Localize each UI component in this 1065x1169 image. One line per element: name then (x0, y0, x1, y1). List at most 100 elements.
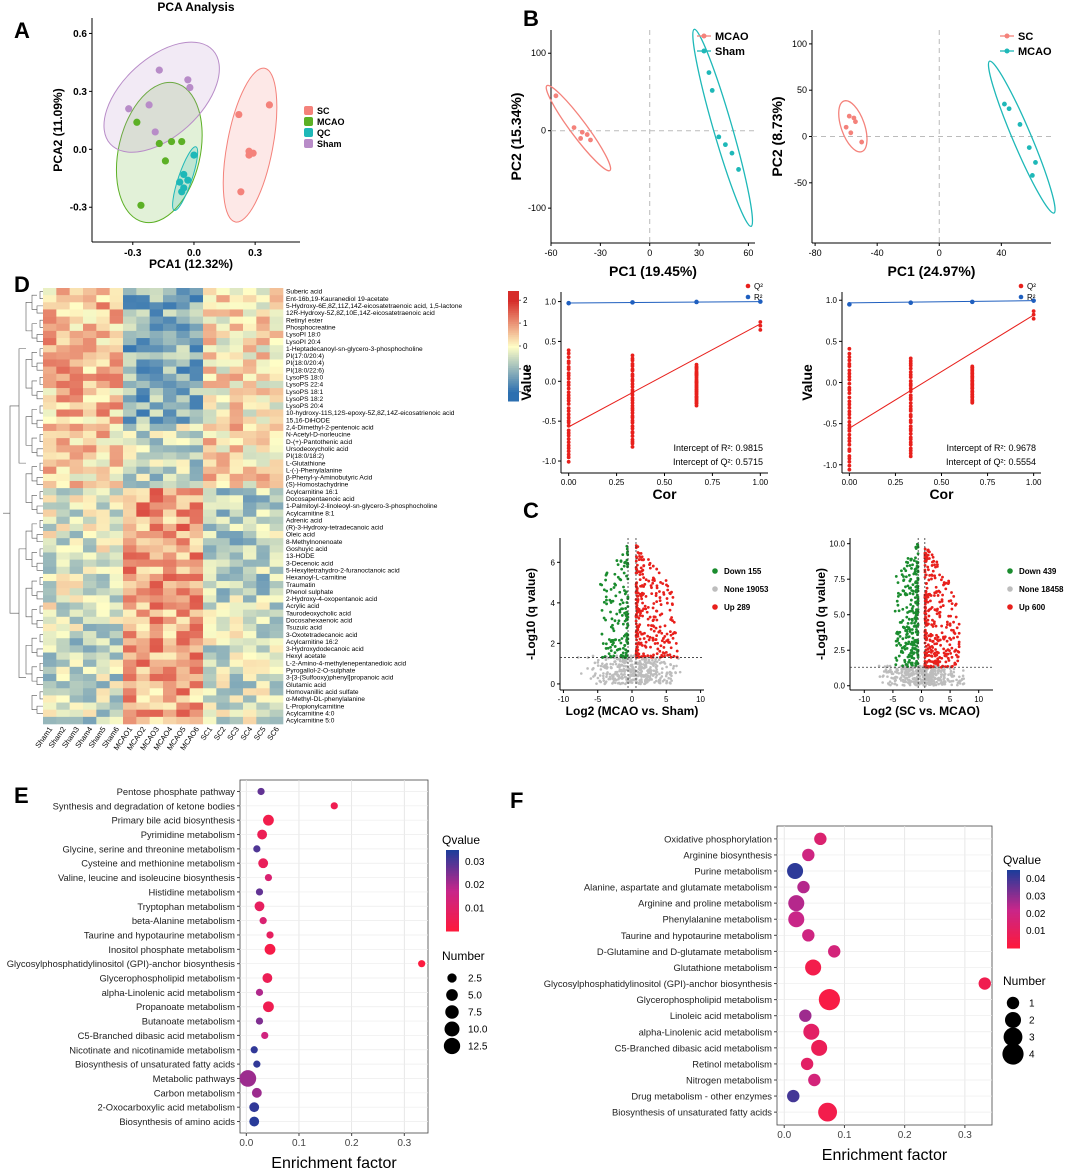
heatmap-cell (149, 302, 164, 310)
heatmap-cell (189, 516, 204, 525)
kegg-mcao-sham-pathway-label: Pyrimidine metabolism (141, 829, 235, 840)
volcano-sc-mcao-up-point (930, 577, 933, 581)
heatmap-cell (83, 559, 97, 568)
volcano-sc-mcao-none-point (951, 679, 955, 683)
pls-da-sc-mcao-x-label: PC1 (24.97%) (888, 263, 976, 279)
heatmap-cell (269, 359, 284, 367)
heatmap-cell (243, 531, 257, 539)
heatmap-cell (96, 430, 110, 439)
volcano-mcao-sham-none-point (652, 672, 656, 676)
kegg-sc-mcao-pathway-label: alpha-Linolenic acid metabolism (639, 1026, 773, 1037)
heatmap-cell (229, 466, 244, 475)
heatmap-row-label: Acylcarnitine 4:0 (286, 710, 335, 717)
permutation-sc-mcao-q2-point (908, 427, 913, 431)
heatmap-cell (56, 531, 70, 539)
heatmap-cell (216, 673, 230, 682)
heatmap-cell (123, 588, 137, 596)
volcano-sc-mcao-up-point (923, 635, 927, 639)
volcano-sc-mcao-down-point (916, 565, 920, 569)
heatmap-cell (136, 473, 150, 482)
volcano-sc-mcao-none-point (907, 675, 911, 679)
heatmap-cell (43, 330, 57, 339)
volcano-sc-mcao-up-point (941, 664, 944, 668)
kegg-sc-mcao-pathway-dot (828, 945, 841, 958)
pls-da-mcao-sham-point (736, 167, 741, 172)
permutation-sc-mcao-q2-point (847, 419, 852, 424)
permutation-mcao-sham-q2-point (566, 386, 571, 391)
volcano-sc-mcao-up-point (941, 604, 945, 607)
volcano-mcao-sham-y-tick-label: 0 (551, 680, 556, 689)
volcano-sc-mcao-down-point (908, 579, 912, 583)
heatmap-cell (269, 495, 284, 503)
volcano-mcao-sham-down-point (606, 646, 610, 650)
heatmap-cell (96, 709, 110, 718)
heatmap-cell (43, 395, 57, 403)
volcano-sc-mcao-none-point (934, 664, 938, 668)
volcano-sc-mcao-down-point (908, 592, 912, 595)
heatmap-row-label: PI(18:0/22:6) (286, 367, 324, 374)
pls-da-sc-mcao-point (1002, 101, 1007, 107)
heatmap-row-label: Acylcarnitine 8:1 (286, 510, 335, 517)
volcano-sc-mcao-up-point (940, 600, 944, 603)
volcano-sc-mcao-up-point (944, 649, 948, 653)
heatmap-cell (43, 452, 57, 460)
kegg-sc-mcao-qvalue-bar-segment (1007, 915, 1020, 918)
heatmap-colorbar-segment (508, 335, 519, 338)
heatmap-cell (43, 573, 57, 582)
permutation-mcao-sham-q2-point (566, 371, 571, 376)
heatmap-row-label: Suberic acid (286, 289, 323, 296)
volcano-mcao-sham-up-point (643, 604, 647, 608)
heatmap-cell (203, 523, 217, 532)
volcano-sc-mcao-none-point (939, 681, 943, 685)
heatmap-cell (243, 438, 257, 446)
volcano-sc-mcao-none-point (949, 669, 953, 673)
volcano-sc-mcao-down-point (899, 593, 902, 596)
heatmap-cell (163, 495, 177, 503)
heatmap-cell (229, 688, 244, 696)
heatmap-cell (123, 573, 137, 582)
panel-label-a: A (14, 18, 30, 43)
heatmap-cell (269, 316, 284, 325)
heatmap-cell (256, 323, 270, 332)
volcano-mcao-sham-up-point (671, 619, 674, 622)
heatmap-cell (83, 538, 97, 546)
heatmap-cell (269, 466, 284, 475)
heatmap-cell (243, 423, 257, 432)
volcano-mcao-sham-down-point (626, 565, 629, 569)
kegg-mcao-sham-pathway-label: Glycerophospholipid metabolism (100, 973, 236, 984)
heatmap-row-label: PI(17:0/20:4) (286, 353, 324, 360)
heatmap-colorbar-label: 2 (523, 296, 528, 305)
heatmap-cell (216, 516, 230, 525)
heatmap-cell (69, 359, 84, 367)
heatmap-colorbar-segment (508, 292, 519, 296)
heatmap-cell (136, 602, 150, 610)
volcano-mcao-sham-down-point (626, 622, 629, 626)
heatmap-cell (216, 409, 230, 417)
volcano-mcao-sham-none-point (603, 682, 607, 685)
heatmap-cell (229, 323, 244, 332)
heatmap-cell (216, 552, 230, 560)
kegg-mcao-sham-qvalue-bar-segment (446, 854, 459, 857)
heatmap-cell (109, 359, 124, 367)
heatmap-cell (149, 659, 164, 668)
heatmap-row-label: LysoPI 20:4 (286, 339, 321, 346)
heatmap-cell (96, 388, 110, 396)
heatmap-cell (243, 430, 257, 439)
volcano-sc-mcao-none-point (902, 675, 906, 678)
heatmap-cell (136, 516, 150, 525)
permutation-mcao-sham-legend-label: Q² (754, 282, 763, 291)
volcano-mcao-sham-up-point (644, 640, 648, 644)
volcano-mcao-sham-down-point (618, 610, 622, 614)
heatmap-cell (229, 373, 244, 382)
volcano-mcao-sham-none-point (605, 675, 608, 679)
heatmap-cell (123, 488, 137, 496)
volcano-mcao-sham-down-point (615, 612, 619, 616)
permutation-mcao-sham-q2-point (566, 418, 571, 423)
volcano-mcao-sham-none-point (665, 671, 669, 674)
volcano-mcao-sham-y-label: -Log10 (q value) (524, 568, 538, 660)
heatmap-cell (136, 373, 150, 382)
heatmap-cell (269, 459, 284, 467)
kegg-mcao-sham-pathway-label: Tryptophan metabolism (137, 901, 235, 912)
volcano-mcao-sham-down-point (619, 559, 623, 563)
kegg-mcao-sham-qvalue-bar-segment (446, 867, 459, 870)
